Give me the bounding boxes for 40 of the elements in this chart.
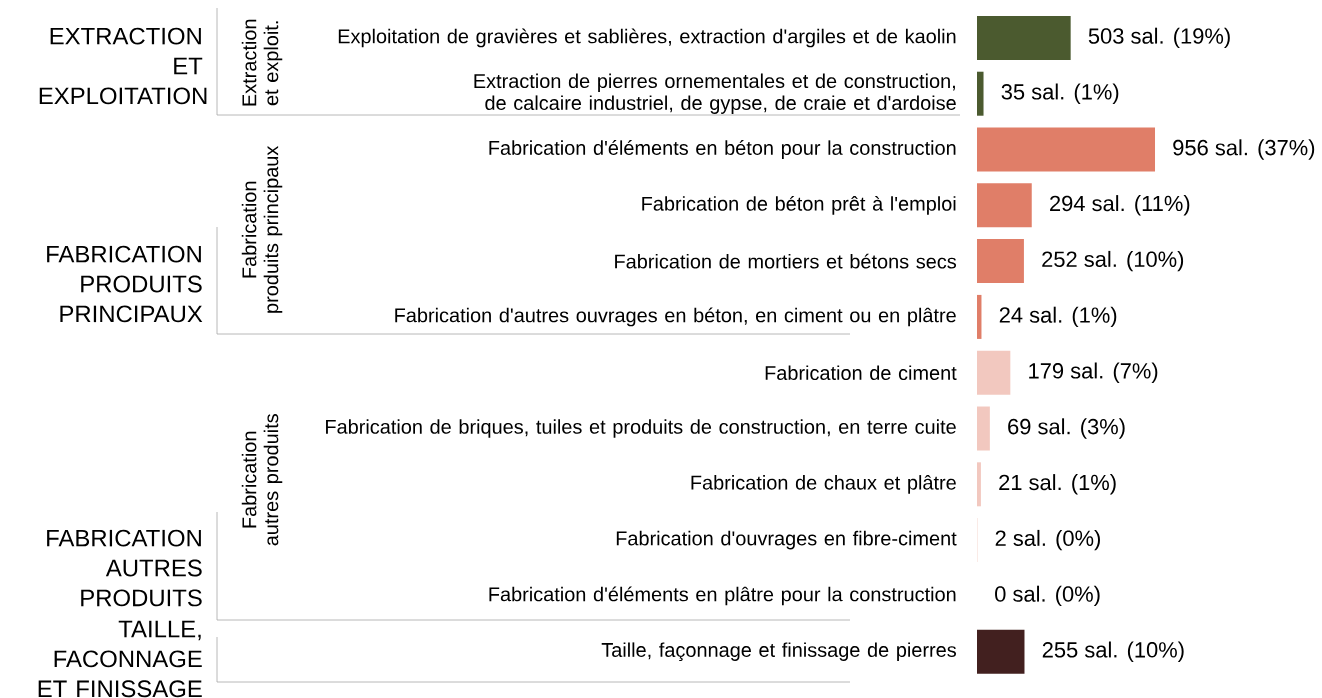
data-label: 69 sal. (3%) xyxy=(1008,418,1125,439)
data-label: 294 sal. (11%) xyxy=(1050,195,1190,216)
text: Fabrication autres produits xyxy=(241,414,283,546)
data-label: 2 sal. (0%) xyxy=(995,529,1100,551)
y-tick-label: Fabrication d'ouvrages en fibre-ciment xyxy=(616,530,957,550)
bar xyxy=(977,15,1071,60)
y-tick-label: Fabrication de briques, tuiles et produits de construction, en terre cuite xyxy=(326,419,956,438)
bar xyxy=(977,462,981,507)
bar xyxy=(977,350,1011,395)
y-tick-label: Fabrication de mortiers et bétons secs xyxy=(615,253,957,269)
bar xyxy=(977,71,984,116)
data-label: 21 sal. (1%) xyxy=(999,474,1116,495)
data-label: 252 sal. (10%) xyxy=(1042,250,1184,272)
text: TAILLE, FACONNAGE ET FINISSAGE xyxy=(38,620,202,698)
data-label: 179 sal. (7%) xyxy=(1029,362,1158,383)
y-tick-label: Exploitation de gravières et sablières, extraction d'argiles et de kaolin xyxy=(338,28,956,48)
bar xyxy=(977,183,1032,228)
data-label: 35 sal. (1%) xyxy=(1001,83,1119,104)
data-label: 956 sal. (37%) xyxy=(1173,139,1315,160)
y-tick-label: Fabrication d'éléments en béton pour la construction xyxy=(489,140,956,159)
bar xyxy=(977,629,1025,674)
bar xyxy=(977,127,1155,172)
y-tick-label: Fabrication de chaux et plâtre xyxy=(691,475,956,494)
y-tick-label: Fabrication de ciment xyxy=(765,365,957,381)
data-label: 24 sal. (1%) xyxy=(999,306,1117,328)
y-tick-label: Extraction de pierres ornementales et de construction, de calcaire industriel, de gypse, de craie et d'ardoise xyxy=(474,73,956,114)
y-tick-label: Fabrication d'éléments en plâtre pour la construction xyxy=(489,586,956,606)
y-tick-label: Fabrication de béton prêt à l'emploi xyxy=(642,195,956,215)
bar xyxy=(977,406,990,451)
data-label: 255 sal. (10%) xyxy=(1042,641,1184,662)
data-label: 0 sal. (0%) xyxy=(995,585,1100,607)
y-tick-label: Taille, façonnage et finissage de pierres xyxy=(601,642,956,662)
text: Fabrication produits principaux xyxy=(241,145,283,313)
bar xyxy=(977,239,1024,284)
text: Extraction et exploit. xyxy=(241,19,283,106)
data-label: 503 sal. (19%) xyxy=(1088,27,1230,49)
text: EXTRACTION ET EXPLOITATION xyxy=(39,27,207,105)
text: FABRICATION AUTRES PRODUITS xyxy=(47,529,202,607)
y-tick-label: Fabrication d'autres ouvrages en béton, en ciment ou en plâtre xyxy=(395,307,956,327)
text: FABRICATION PRODUITS PRINCIPAUX xyxy=(47,245,203,323)
